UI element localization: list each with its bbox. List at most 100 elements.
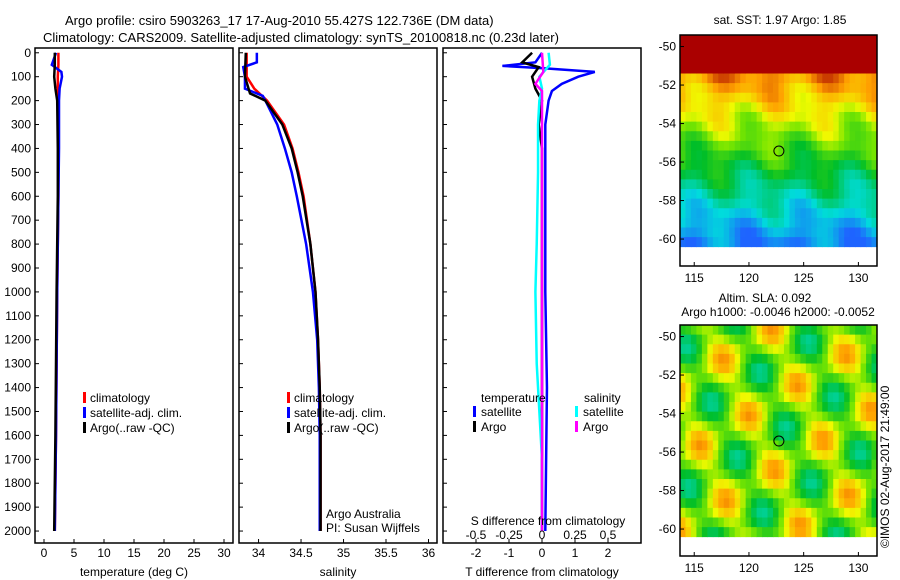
heatmap-cell [849, 517, 856, 528]
heatmap-cell [745, 344, 752, 355]
heatmap-cell [745, 479, 752, 489]
heatmap-cell [805, 35, 812, 45]
heatmap-cell [827, 227, 834, 238]
heatmap-cell [778, 44, 785, 55]
heatmap-cell [690, 450, 697, 461]
heatmap-cell [789, 112, 796, 122]
heatmap-cell [773, 169, 780, 180]
heatmap-cell [783, 131, 790, 142]
heatmap-cell [849, 363, 856, 374]
heatmap-cell [844, 54, 851, 65]
heatmap-cell [718, 411, 725, 422]
heatmap-cell [712, 54, 719, 65]
legend-label: climatology [90, 391, 150, 405]
heatmap-cell [860, 112, 867, 122]
heatmap-cell [685, 507, 692, 518]
heatmap-cell [696, 63, 703, 74]
heatmap-cell [723, 373, 730, 384]
heatmap-cell [745, 363, 752, 374]
heatmap-cell [685, 382, 692, 393]
heatmap-cell [805, 527, 812, 538]
sst-map-title: sat. SST: 1.97 Argo: 1.85 [714, 13, 847, 27]
heatmap-cell [805, 179, 812, 190]
heatmap-cell [827, 140, 834, 151]
heatmap-cell [838, 507, 845, 518]
heatmap-cell [866, 430, 873, 441]
heatmap-cell [871, 179, 878, 190]
heatmap-cell [816, 63, 823, 74]
heatmap-cell [822, 63, 829, 74]
heatmap-cell [811, 517, 818, 528]
heatmap-cell [734, 469, 741, 480]
heatmap-cell [745, 421, 752, 432]
heatmap-cell [849, 217, 856, 228]
heatmap-cell [680, 353, 686, 364]
heatmap-cell [723, 459, 730, 470]
heatmap-cell [680, 373, 686, 384]
heatmap-cell [866, 440, 873, 451]
heatmap-cell [756, 73, 763, 84]
heatmap-cell [855, 73, 862, 84]
heatmap-cell [680, 131, 686, 142]
heatmap-cell [696, 237, 703, 248]
heatmap-cell [751, 208, 758, 219]
heatmap-cell [789, 325, 796, 335]
heatmap-cell [838, 421, 845, 432]
x2-tick-label: -0.25 [495, 528, 523, 542]
heatmap-cell [773, 402, 780, 412]
heatmap-cell [723, 237, 730, 248]
heatmap-cell [800, 44, 807, 55]
heatmap-cell [723, 353, 730, 364]
heatmap-cell [701, 140, 708, 151]
heatmap-cell [680, 392, 686, 403]
map-lat-label: -58 [659, 484, 677, 498]
heatmap-cell [680, 421, 686, 432]
heatmap-cell [871, 112, 878, 122]
heatmap-cell [800, 73, 807, 84]
heatmap-cell [696, 198, 703, 209]
heatmap-cell [789, 198, 796, 209]
heatmap-cell [783, 373, 790, 384]
heatmap-cell [783, 392, 790, 403]
heatmap-cell [866, 382, 873, 393]
heatmap-cell [773, 469, 780, 480]
heatmap-cell [783, 325, 790, 335]
heatmap-cell [822, 217, 829, 228]
heatmap-cell [860, 344, 867, 355]
heatmap-cell [762, 479, 769, 489]
heatmap-cell [844, 169, 851, 180]
heatmap-cell [734, 498, 741, 509]
heatmap-cell [751, 527, 758, 538]
heatmap-cell [729, 382, 736, 393]
heatmap-cell [811, 498, 818, 509]
heatmap-cell [729, 92, 736, 103]
heatmap-cell [860, 382, 867, 393]
map-lat-label: -60 [659, 232, 677, 246]
heatmap-cell [680, 334, 686, 345]
heatmap-cell [701, 92, 708, 103]
heatmap-cell [745, 411, 752, 422]
heatmap-cell [718, 527, 725, 538]
y-tick-label: 700 [11, 213, 31, 227]
heatmap-cell [729, 488, 736, 499]
heatmap-cell [811, 179, 818, 190]
heatmap-cell [718, 217, 725, 228]
heatmap-cell [844, 344, 851, 355]
heatmap-cell [866, 121, 873, 132]
heatmap-cell [778, 459, 785, 470]
heatmap-cell [701, 373, 708, 384]
heatmap-cell [860, 237, 867, 248]
heatmap-cell [849, 54, 856, 65]
heatmap-cell [762, 160, 769, 171]
x-tick-label: -2 [471, 546, 482, 560]
heatmap-cell [827, 430, 834, 441]
heatmap-cell [712, 35, 719, 45]
heatmap-cell [762, 507, 769, 518]
x-tick-label: 10 [97, 546, 111, 560]
heatmap-cell [833, 430, 840, 441]
heatmap-cell [778, 382, 785, 393]
heatmap-cell [729, 102, 736, 113]
heatmap-cell [751, 421, 758, 432]
heatmap-cell [844, 450, 851, 461]
heatmap-cell [740, 35, 747, 45]
